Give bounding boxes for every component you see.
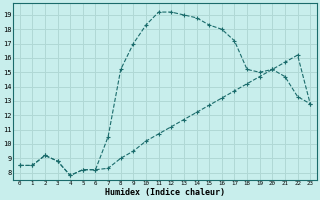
- X-axis label: Humidex (Indice chaleur): Humidex (Indice chaleur): [105, 188, 225, 197]
